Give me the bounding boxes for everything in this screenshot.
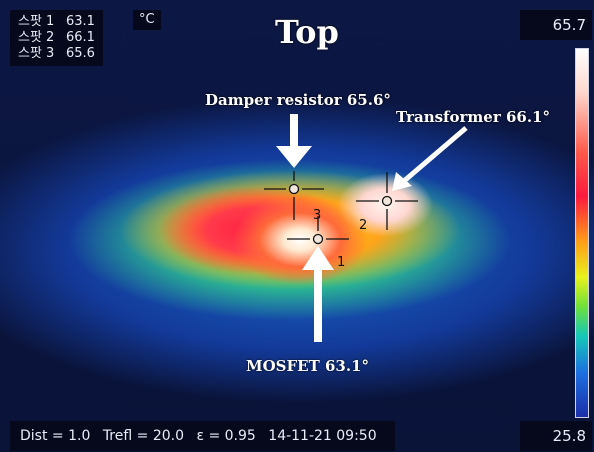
damper-resistor-label: Damper resistor 65.6° — [205, 91, 391, 109]
spot-row: 스팟 2 66.1 — [18, 30, 95, 46]
spot-2-crosshair — [356, 172, 418, 230]
page-title: Top — [275, 13, 339, 51]
distance-value: Dist = 1.0 — [20, 428, 91, 444]
spot-value: 65.6 — [66, 46, 95, 61]
spot-label: 스팟 3 — [18, 46, 55, 61]
spot-value: 63.1 — [66, 14, 95, 29]
emissivity-value: ε = 0.95 — [196, 428, 256, 444]
mosfet-arrow — [302, 246, 334, 342]
spot-label: 스팟 2 — [18, 30, 55, 45]
scale-min-value: 25.8 — [520, 421, 592, 451]
spot-readout-panel: 스팟 1 63.1 스팟 2 66.1 스팟 3 65.6 — [10, 10, 103, 66]
transformer-label: Transformer 66.1° — [396, 108, 550, 126]
spot-value: 66.1 — [66, 30, 95, 45]
spot-1-crosshair — [287, 216, 349, 245]
temperature-color-scale — [575, 48, 589, 418]
damper-arrow — [276, 114, 312, 168]
measurement-info-bar: Dist = 1.0 Trefl = 20.0 ε = 0.95 14-11-2… — [10, 421, 395, 451]
mosfet-label: MOSFET 63.1° — [246, 357, 370, 375]
marker-1-label: 1 — [337, 255, 345, 270]
spot-row: 스팟 3 65.6 — [18, 46, 95, 62]
datetime-value: 14-11-21 09:50 — [268, 428, 377, 444]
spot-label: 스팟 1 — [18, 14, 55, 29]
marker-2-label: 2 — [359, 218, 367, 233]
spot-row: 스팟 1 63.1 — [18, 14, 95, 30]
spot-3-crosshair — [264, 171, 324, 220]
transformer-arrow — [392, 126, 468, 191]
temperature-unit: °C — [133, 10, 161, 30]
reflected-temp-value: Trefl = 20.0 — [102, 428, 184, 444]
marker-3-label: 3 — [313, 208, 321, 223]
scale-max-value: 65.7 — [520, 10, 592, 40]
